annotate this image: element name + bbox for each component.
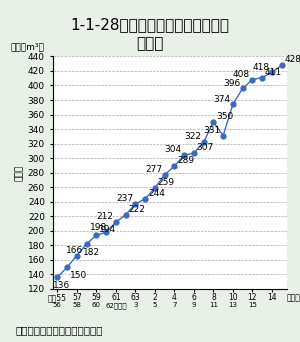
Text: 7: 7 — [172, 302, 177, 308]
Text: 150: 150 — [70, 271, 87, 280]
Text: 11: 11 — [209, 302, 218, 308]
Text: （資料）（財）日本下水道協会: （資料）（財）日本下水道協会 — [15, 325, 103, 335]
Text: 58: 58 — [72, 302, 81, 308]
Text: 331: 331 — [204, 126, 221, 135]
Text: 1-1-28図　年度別下水汚泥発生量: 1-1-28図 年度別下水汚泥発生量 — [70, 17, 230, 32]
Text: 411: 411 — [265, 68, 282, 77]
Text: の推移: の推移 — [136, 36, 164, 51]
Text: 60: 60 — [92, 302, 101, 308]
Text: 408: 408 — [233, 70, 250, 79]
Text: 222: 222 — [128, 205, 145, 214]
Text: 304: 304 — [165, 145, 182, 155]
Text: 237: 237 — [116, 194, 133, 203]
Text: （年度）: （年度） — [286, 293, 300, 302]
Text: 182: 182 — [82, 248, 100, 257]
Text: 289: 289 — [177, 156, 194, 166]
Text: 136: 136 — [53, 281, 70, 290]
Text: 212: 212 — [96, 212, 113, 221]
Text: 166: 166 — [66, 246, 83, 255]
Text: 5: 5 — [153, 302, 157, 308]
Text: 418: 418 — [252, 63, 270, 71]
Text: 307: 307 — [197, 143, 214, 152]
Text: 13: 13 — [228, 302, 237, 308]
Text: 259: 259 — [158, 178, 175, 187]
Text: 194: 194 — [99, 225, 116, 234]
Text: （百万m³）: （百万m³） — [11, 43, 44, 52]
Text: 428: 428 — [284, 55, 300, 64]
Text: 350: 350 — [216, 112, 233, 121]
Text: 廃泥量: 廃泥量 — [15, 165, 24, 181]
Text: 322: 322 — [184, 132, 201, 141]
Text: 396: 396 — [223, 79, 240, 88]
Text: 62平成元: 62平成元 — [105, 302, 127, 309]
Text: 9: 9 — [192, 302, 196, 308]
Text: 374: 374 — [213, 95, 231, 104]
Text: 3: 3 — [133, 302, 138, 308]
Text: 198: 198 — [89, 223, 107, 232]
Text: 277: 277 — [145, 165, 162, 174]
Text: 15: 15 — [248, 302, 257, 308]
Text: 244: 244 — [148, 189, 165, 198]
Text: 56: 56 — [53, 302, 62, 308]
